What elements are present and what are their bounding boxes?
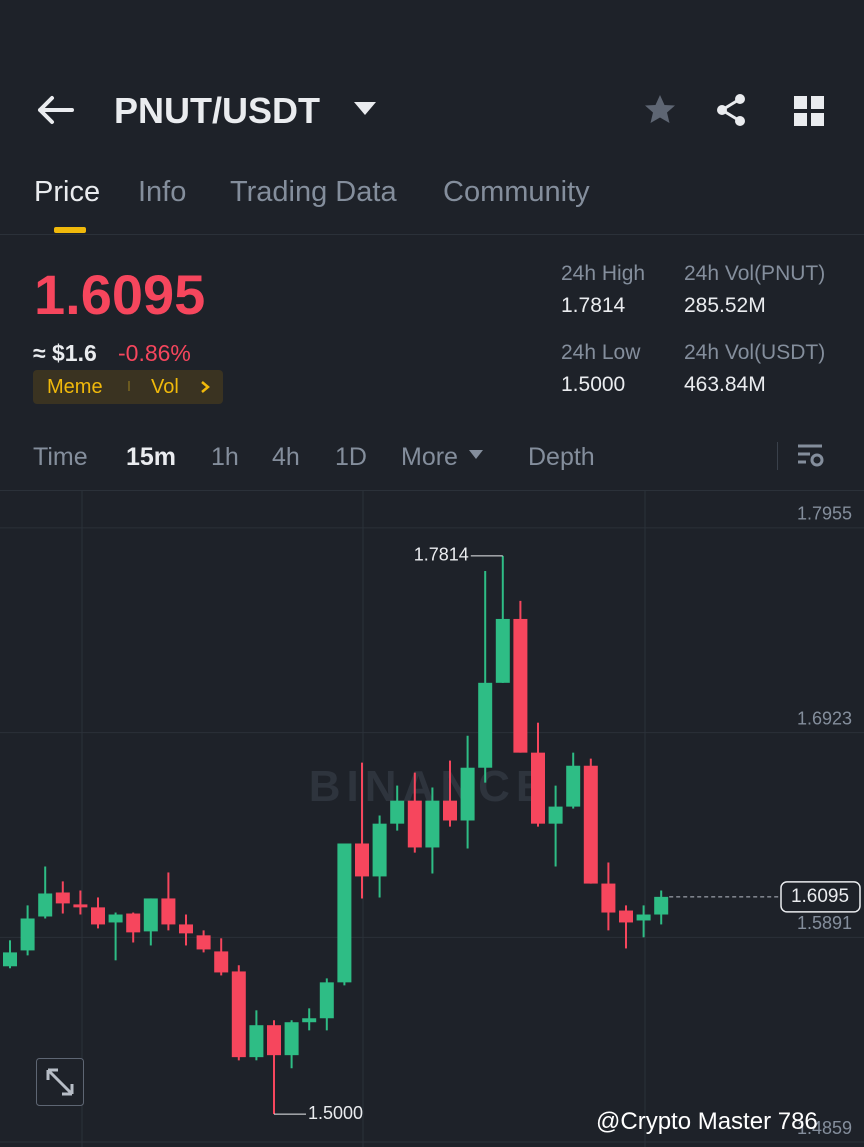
candle-body [583,765,598,884]
settings-icon[interactable] [796,442,826,470]
tag-separator [128,381,130,391]
usd-price: ≈ $1.6 [33,340,97,366]
y-tick-label: 1.6923 [797,708,852,728]
candle-body [478,682,493,768]
candle-body [20,918,35,951]
stat-value: 463.84M [684,373,766,396]
candle-body [407,800,422,848]
candle-body [38,893,53,917]
credit: @Crypto Master 786 [596,1108,818,1135]
candle-body [73,904,88,908]
candle-body [249,1025,264,1058]
chevron-icon [201,381,210,393]
expand-button[interactable] [36,1058,84,1106]
y-tick-label: 1.4859 [797,1118,852,1138]
candlestick-chart: BINANCE 1.79551.69231.58911.48591.78141.… [0,491,864,1147]
low-marker-label: 1.5000 [308,1103,363,1123]
stat-label: 24h High [561,262,646,285]
candle-body [196,935,211,950]
divider [0,234,864,235]
candle-body [108,914,123,923]
candle-body [566,765,581,807]
stat-label: 24h Vol(USDT) [684,341,826,364]
candle-body [91,907,105,925]
candle-body [601,883,616,913]
candle-body [619,910,633,923]
candle-body [3,952,17,967]
candle-body [126,913,141,933]
high-marker-label: 1.7814 [414,545,469,565]
interval[interactable]: 1h [211,443,239,471]
candle-body [636,914,651,921]
candle-body [231,971,246,1058]
tag[interactable]: Vol [151,376,179,398]
candle-body [460,767,475,821]
interval[interactable]: 15m [126,443,177,471]
interval[interactable]: Time [33,443,88,471]
tab[interactable]: Price [34,176,101,208]
tag[interactable]: Meme [47,376,103,398]
candle-body [284,1022,299,1056]
candle-body [337,843,352,983]
candle-body [355,843,369,877]
stat-value: 285.52M [684,294,766,317]
candle-body [319,982,334,1019]
y-tick-label: 1.5891 [797,913,852,933]
candle-body [55,892,70,904]
candle-body [654,896,669,915]
candle-body [143,898,158,932]
candle-body [161,898,176,925]
stat-value: 1.5000 [561,373,626,396]
stat-value: 1.7814 [561,294,626,317]
candle-body [179,924,193,934]
pair-title[interactable]: PNUT/USDT [114,90,320,131]
candle-body [302,1018,317,1023]
candle-body [390,800,405,824]
y-tick-label: 1.7955 [797,504,852,524]
tab[interactable]: Info [138,176,187,208]
more-caret[interactable] [468,449,484,461]
candle-body [443,800,457,821]
candle-body [531,752,545,824]
share-icon[interactable] [714,92,750,128]
tab[interactable]: Trading Data [230,176,397,208]
divider [0,490,864,491]
candle-body [267,1025,281,1056]
separator [777,442,778,470]
stat-label: 24h Vol(PNUT) [684,262,826,285]
last-price-box [780,881,861,913]
tab-indicator [54,227,86,233]
candle-body [548,806,563,824]
dropdown-icon[interactable] [352,100,378,118]
back-arrow[interactable] [36,94,76,126]
price-change: -0.86% [118,340,191,366]
last-price: 1.6095 [34,263,206,326]
interval[interactable]: More [401,443,458,471]
tab[interactable]: Community [443,176,590,208]
interval[interactable]: Depth [528,443,595,471]
stat-label: 24h Low [561,341,641,364]
interval[interactable]: 4h [272,443,300,471]
interval[interactable]: 1D [335,443,367,471]
candle-body [425,800,440,848]
candle-body [214,951,229,973]
candle-body [495,618,510,683]
grid-icon[interactable] [792,94,826,128]
candle-body [513,618,528,753]
last-price-label: 1.6095 [791,886,849,907]
candle-body [372,823,387,877]
star-icon[interactable] [642,92,678,128]
